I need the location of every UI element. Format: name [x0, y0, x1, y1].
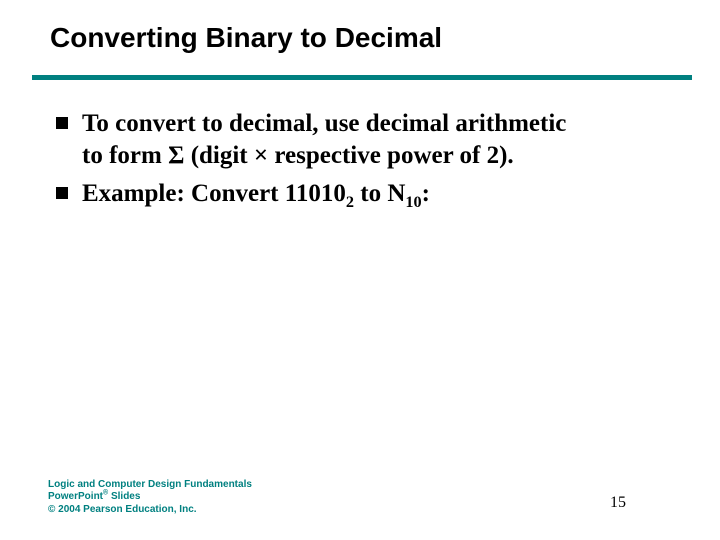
- sigma-symbol: Σ: [168, 142, 184, 169]
- text-span: Example: Convert 11010: [82, 180, 346, 207]
- subscript: 10: [405, 193, 421, 211]
- subscript: 2: [346, 193, 354, 211]
- credit-line-1: Logic and Computer Design Fundamentals: [48, 479, 252, 490]
- text-span: (digit × respective power of 2).: [184, 142, 513, 169]
- slide: Converting Binary to Decimal To convert …: [0, 0, 720, 540]
- bullet-item: To convert to decimal, use decimal arith…: [56, 108, 676, 172]
- text-span: to form: [82, 142, 168, 169]
- bullet-text: Example: Convert 110102 to N10:: [82, 178, 430, 210]
- bullet-text: To convert to decimal, use decimal arith…: [82, 108, 566, 172]
- slide-title: Converting Binary to Decimal: [50, 22, 442, 54]
- bullet-square-icon: [56, 187, 68, 199]
- text-span: To convert to decimal, use decimal arith…: [82, 110, 566, 137]
- text-span: to N: [354, 180, 405, 207]
- footer-credit: Logic and Computer Design Fundamentals P…: [48, 479, 252, 517]
- title-underline: [32, 75, 692, 80]
- slide-body: To convert to decimal, use decimal arith…: [56, 108, 676, 216]
- bullet-item: Example: Convert 110102 to N10:: [56, 178, 676, 210]
- bullet-square-icon: [56, 117, 68, 129]
- page-number: 15: [610, 494, 626, 512]
- text-span: :: [422, 180, 430, 207]
- credit-line-2-post: Slides: [108, 491, 140, 502]
- credit-line-2-pre: PowerPoint: [48, 491, 103, 502]
- credit-line-3: © 2004 Pearson Education, Inc.: [48, 504, 197, 515]
